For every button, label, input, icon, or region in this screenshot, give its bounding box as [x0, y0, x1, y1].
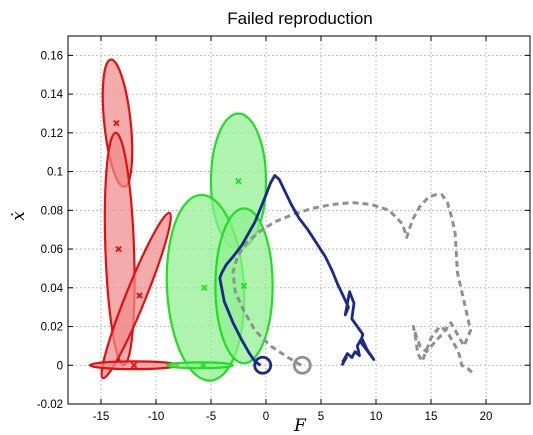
plot-area — [90, 58, 475, 382]
green-ellipse — [167, 362, 233, 368]
chart-title: Failed reproduction — [227, 9, 373, 28]
x-tick-label: 0 — [263, 411, 269, 423]
y-tick-label: 0.08 — [41, 205, 63, 217]
x-tick-label: -10 — [148, 411, 165, 423]
y-tick-label: 0.1 — [47, 167, 63, 179]
y-axis-label: ẋ — [9, 211, 29, 221]
y-tick-label: -0.02 — [37, 399, 63, 411]
x-tick-label: -15 — [93, 411, 110, 423]
y-tick-label: 0.16 — [41, 50, 63, 62]
x-tick-label: 10 — [370, 411, 383, 423]
x-tick-label: 20 — [480, 411, 493, 423]
y-tick-label: 0.12 — [41, 128, 63, 140]
y-tick-label: 0.06 — [41, 244, 63, 256]
x-tick-label: 5 — [318, 411, 324, 423]
x-tick-label: -5 — [206, 411, 216, 423]
y-tick-label: 0.14 — [41, 89, 64, 101]
y-tick-label: 0 — [57, 360, 63, 372]
x-tick-label: 15 — [425, 411, 438, 423]
y-tick-label: 0.02 — [41, 322, 63, 334]
x-axis-label: F — [293, 416, 307, 435]
y-tick-label: 0.04 — [41, 283, 64, 295]
